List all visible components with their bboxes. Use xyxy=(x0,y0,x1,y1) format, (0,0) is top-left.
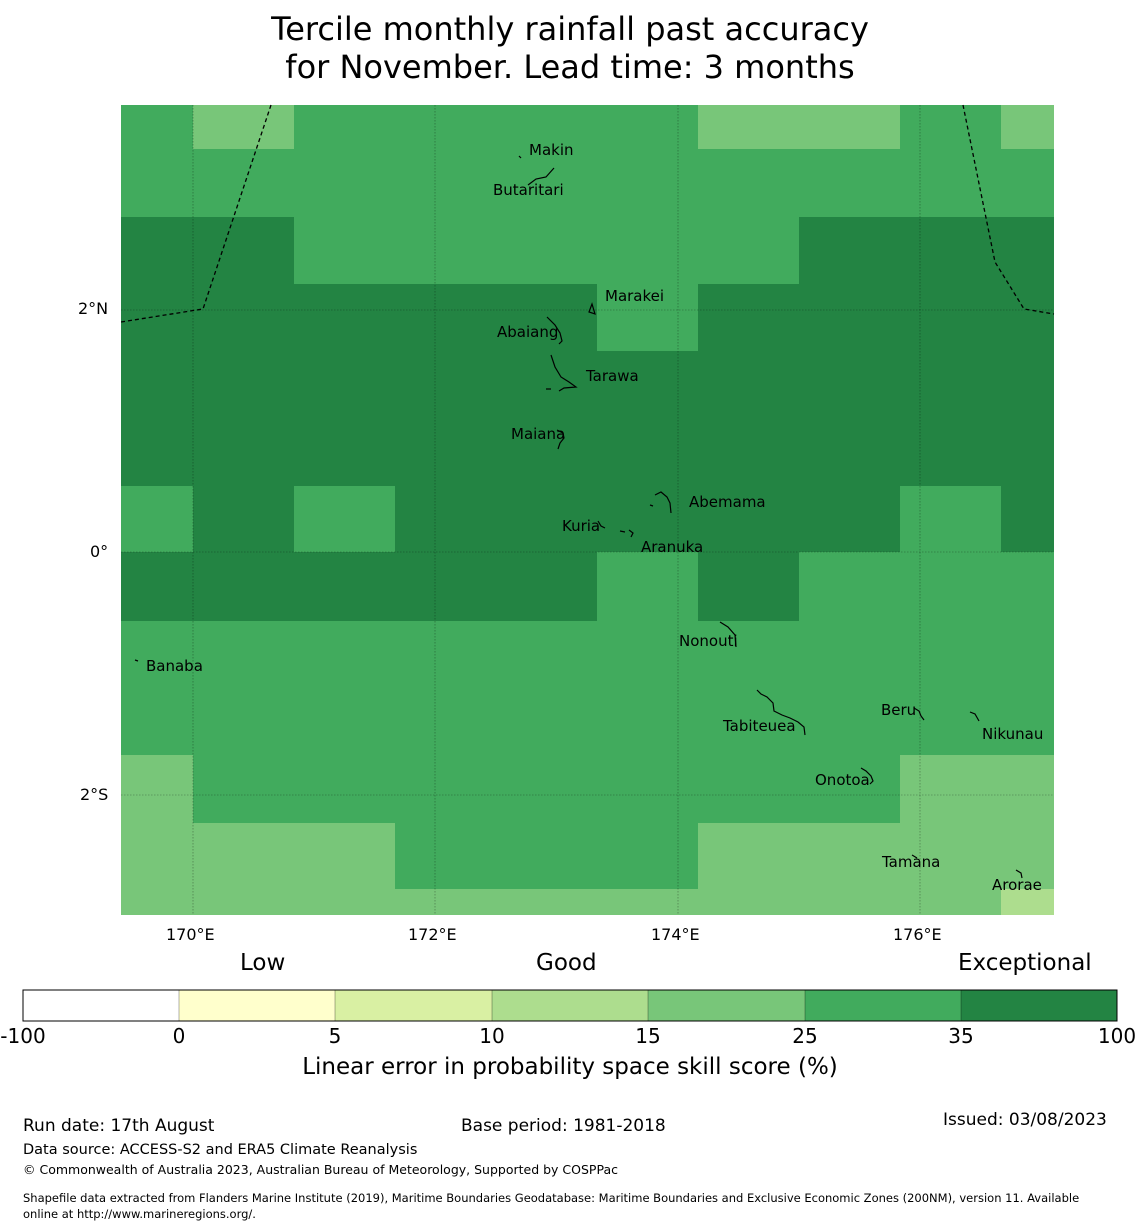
island-label-abemama: Abemama xyxy=(689,493,766,511)
island-labels: Makin Butaritari Marakei Abaiang Tarawa … xyxy=(146,141,1043,894)
graticule xyxy=(121,105,1054,915)
island-label-nonouti: Nonouti xyxy=(679,632,738,650)
lon-tick-176e: 176°E xyxy=(893,925,942,944)
island-label-arorae: Arorae xyxy=(992,876,1042,894)
island-label-kuria: Kuria xyxy=(562,517,600,535)
colorbar-tick: 100 xyxy=(1097,1024,1137,1048)
title-line-1: Tercile monthly rainfall past accuracy xyxy=(271,10,869,48)
island-label-tabiteuea: Tabiteuea xyxy=(722,717,796,735)
colorbar-category-good: Good xyxy=(536,950,597,976)
island-label-abaiang: Abaiang xyxy=(497,323,558,341)
lat-tick-0: 0° xyxy=(90,542,109,561)
colorbar-segment xyxy=(961,990,1117,1021)
colorbar-tick: 0 xyxy=(172,1024,186,1048)
island-outlines xyxy=(134,155,1023,879)
map-title: Tercile monthly rainfall past accuracy f… xyxy=(0,10,1140,86)
island-label-tarawa: Tarawa xyxy=(585,367,639,385)
shapefile-credit-line-1: Shapefile data extracted from Flanders M… xyxy=(23,1191,1080,1205)
island-label-beru: Beru xyxy=(881,701,916,719)
base-period: Base period: 1981-2018 xyxy=(461,1116,666,1136)
island-label-banaba: Banaba xyxy=(146,657,203,675)
colorbar-segment xyxy=(492,990,648,1021)
island-label-maiana: Maiana xyxy=(511,425,565,443)
lon-tick-172e: 172°E xyxy=(408,925,457,944)
shapefile-credit-line-2: online at http://www.marineregions.org/. xyxy=(23,1207,256,1221)
run-date: Run date: 17th August xyxy=(23,1116,215,1136)
colorbar-label: Linear error in probability space skill … xyxy=(302,1054,838,1080)
lon-tick-174e: 174°E xyxy=(651,925,700,944)
colorbar-segment xyxy=(179,990,335,1021)
colorbar-tick: 5 xyxy=(328,1024,342,1048)
data-source: Data source: ACCESS-S2 and ERA5 Climate … xyxy=(23,1142,418,1158)
colorbar xyxy=(22,989,1118,1022)
colorbar-segment xyxy=(23,990,179,1021)
island-label-marakei: Marakei xyxy=(605,287,664,305)
colorbar-category-exceptional: Exceptional xyxy=(958,950,1092,976)
lat-tick-2s: 2°S xyxy=(80,785,109,804)
colorbar-tick: 15 xyxy=(635,1024,661,1048)
cell-10-15 xyxy=(1001,889,1054,915)
colorbar-category-low: Low xyxy=(240,950,286,976)
cells-35-100 xyxy=(121,217,1054,621)
colorbar-segment xyxy=(648,990,805,1021)
eez-boundaries xyxy=(120,104,1055,323)
island-label-butaritari: Butaritari xyxy=(493,181,564,199)
island-label-aranuka: Aranuka xyxy=(641,538,703,556)
colorbar-tick: 25 xyxy=(792,1024,818,1048)
colorbar-segment xyxy=(335,990,492,1021)
issued-date: Issued: 03/08/2023 xyxy=(943,1110,1107,1130)
island-label-tamana: Tamana xyxy=(881,853,940,871)
island-label-makin: Makin xyxy=(529,141,574,159)
colorbar-segment xyxy=(805,990,961,1021)
island-label-nikunau: Nikunau xyxy=(982,725,1043,743)
lon-tick-170e: 170°E xyxy=(166,925,215,944)
lat-tick-2n: 2°N xyxy=(78,299,109,318)
colorbar-tick: 10 xyxy=(479,1024,505,1048)
copyright: © Commonwealth of Australia 2023, Austra… xyxy=(23,1162,618,1177)
cells-15-25 xyxy=(121,105,1054,915)
colorbar-tick: 35 xyxy=(948,1024,974,1048)
island-label-onotoa: Onotoa xyxy=(815,771,870,789)
title-line-2: for November. Lead time: 3 months xyxy=(285,48,855,86)
colorbar-tick: -100 xyxy=(0,1024,46,1048)
